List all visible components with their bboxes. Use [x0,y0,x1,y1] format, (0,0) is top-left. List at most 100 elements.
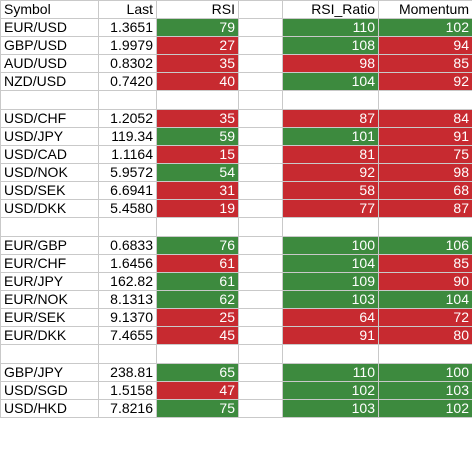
header-rsi[interactable]: RSI [156,0,239,19]
rsi-ratio-cell[interactable]: 64 [282,308,379,327]
last-cell[interactable]: 6.6941 [98,181,157,200]
symbol-cell[interactable]: EUR/GBP [0,236,99,255]
momentum-cell[interactable]: 106 [378,236,472,255]
rsi-ratio-cell[interactable]: 100 [282,236,379,255]
empty-cell[interactable] [98,90,157,110]
symbol-cell[interactable]: USD/NOK [0,163,99,182]
momentum-cell[interactable]: 91 [378,127,472,146]
last-cell[interactable]: 1.9979 [98,36,157,55]
empty-cell[interactable] [238,254,283,273]
symbol-cell[interactable]: EUR/DKK [0,326,99,345]
momentum-cell[interactable]: 72 [378,308,472,327]
last-cell[interactable]: 0.6833 [98,236,157,255]
rsi-cell[interactable]: 59 [156,127,239,146]
empty-cell[interactable] [98,217,157,237]
momentum-cell[interactable]: 85 [378,254,472,273]
rsi-cell[interactable]: 35 [156,109,239,128]
empty-cell[interactable] [0,90,99,110]
last-cell[interactable]: 1.5158 [98,381,157,400]
empty-cell[interactable] [238,272,283,291]
rsi-cell[interactable]: 65 [156,363,239,382]
last-cell[interactable]: 162.82 [98,272,157,291]
symbol-cell[interactable]: EUR/NOK [0,290,99,309]
symbol-cell[interactable]: USD/JPY [0,127,99,146]
empty-cell[interactable] [0,344,99,364]
empty-cell[interactable] [238,199,283,218]
rsi-ratio-cell[interactable]: 104 [282,72,379,91]
header-gap[interactable] [238,0,283,19]
momentum-cell[interactable]: 80 [378,326,472,345]
momentum-cell[interactable]: 103 [378,381,472,400]
momentum-cell[interactable]: 102 [378,18,472,37]
empty-cell[interactable] [282,217,379,237]
rsi-cell[interactable]: 19 [156,199,239,218]
symbol-cell[interactable]: EUR/JPY [0,272,99,291]
momentum-cell[interactable]: 84 [378,109,472,128]
rsi-ratio-cell[interactable]: 103 [282,399,379,418]
empty-cell[interactable] [238,18,283,37]
symbol-cell[interactable]: USD/CAD [0,145,99,164]
rsi-cell[interactable]: 61 [156,254,239,273]
empty-cell[interactable] [238,344,283,364]
rsi-ratio-cell[interactable]: 103 [282,290,379,309]
last-cell[interactable]: 0.7420 [98,72,157,91]
empty-cell[interactable] [238,72,283,91]
rsi-cell[interactable]: 47 [156,381,239,400]
momentum-cell[interactable]: 102 [378,399,472,418]
empty-cell[interactable] [238,217,283,237]
symbol-cell[interactable]: EUR/CHF [0,254,99,273]
rsi-cell[interactable]: 76 [156,236,239,255]
rsi-cell[interactable]: 35 [156,54,239,73]
last-cell[interactable]: 119.34 [98,127,157,146]
empty-cell[interactable] [238,54,283,73]
rsi-cell[interactable]: 27 [156,36,239,55]
rsi-ratio-cell[interactable]: 101 [282,127,379,146]
rsi-cell[interactable]: 15 [156,145,239,164]
rsi-cell[interactable]: 61 [156,272,239,291]
empty-cell[interactable] [98,344,157,364]
rsi-ratio-cell[interactable]: 102 [282,381,379,400]
last-cell[interactable]: 1.6456 [98,254,157,273]
rsi-ratio-cell[interactable]: 77 [282,199,379,218]
rsi-ratio-cell[interactable]: 110 [282,363,379,382]
empty-cell[interactable] [238,127,283,146]
last-cell[interactable]: 7.4655 [98,326,157,345]
empty-cell[interactable] [238,181,283,200]
empty-cell[interactable] [282,90,379,110]
rsi-cell[interactable]: 45 [156,326,239,345]
symbol-cell[interactable]: NZD/USD [0,72,99,91]
rsi-ratio-cell[interactable]: 92 [282,163,379,182]
last-cell[interactable]: 238.81 [98,363,157,382]
empty-cell[interactable] [238,109,283,128]
symbol-cell[interactable]: USD/SEK [0,181,99,200]
rsi-ratio-cell[interactable]: 110 [282,18,379,37]
momentum-cell[interactable]: 98 [378,163,472,182]
empty-cell[interactable] [238,163,283,182]
empty-cell[interactable] [238,145,283,164]
last-cell[interactable]: 9.1370 [98,308,157,327]
rsi-cell[interactable]: 40 [156,72,239,91]
symbol-cell[interactable]: GBP/JPY [0,363,99,382]
empty-cell[interactable] [378,217,472,237]
header-momentum[interactable]: Momentum [378,0,472,19]
rsi-cell[interactable]: 75 [156,399,239,418]
last-cell[interactable]: 1.2052 [98,109,157,128]
symbol-cell[interactable]: USD/SGD [0,381,99,400]
symbol-cell[interactable]: AUD/USD [0,54,99,73]
empty-cell[interactable] [282,344,379,364]
empty-cell[interactable] [238,36,283,55]
symbol-cell[interactable]: USD/HKD [0,399,99,418]
momentum-cell[interactable]: 87 [378,199,472,218]
rsi-ratio-cell[interactable]: 81 [282,145,379,164]
last-cell[interactable]: 0.8302 [98,54,157,73]
header-symbol[interactable]: Symbol [0,0,99,19]
empty-cell[interactable] [378,90,472,110]
empty-cell[interactable] [156,217,239,237]
empty-cell[interactable] [238,399,283,418]
momentum-cell[interactable]: 92 [378,72,472,91]
symbol-cell[interactable]: EUR/SEK [0,308,99,327]
momentum-cell[interactable]: 68 [378,181,472,200]
rsi-cell[interactable]: 54 [156,163,239,182]
momentum-cell[interactable]: 90 [378,272,472,291]
rsi-ratio-cell[interactable]: 108 [282,36,379,55]
